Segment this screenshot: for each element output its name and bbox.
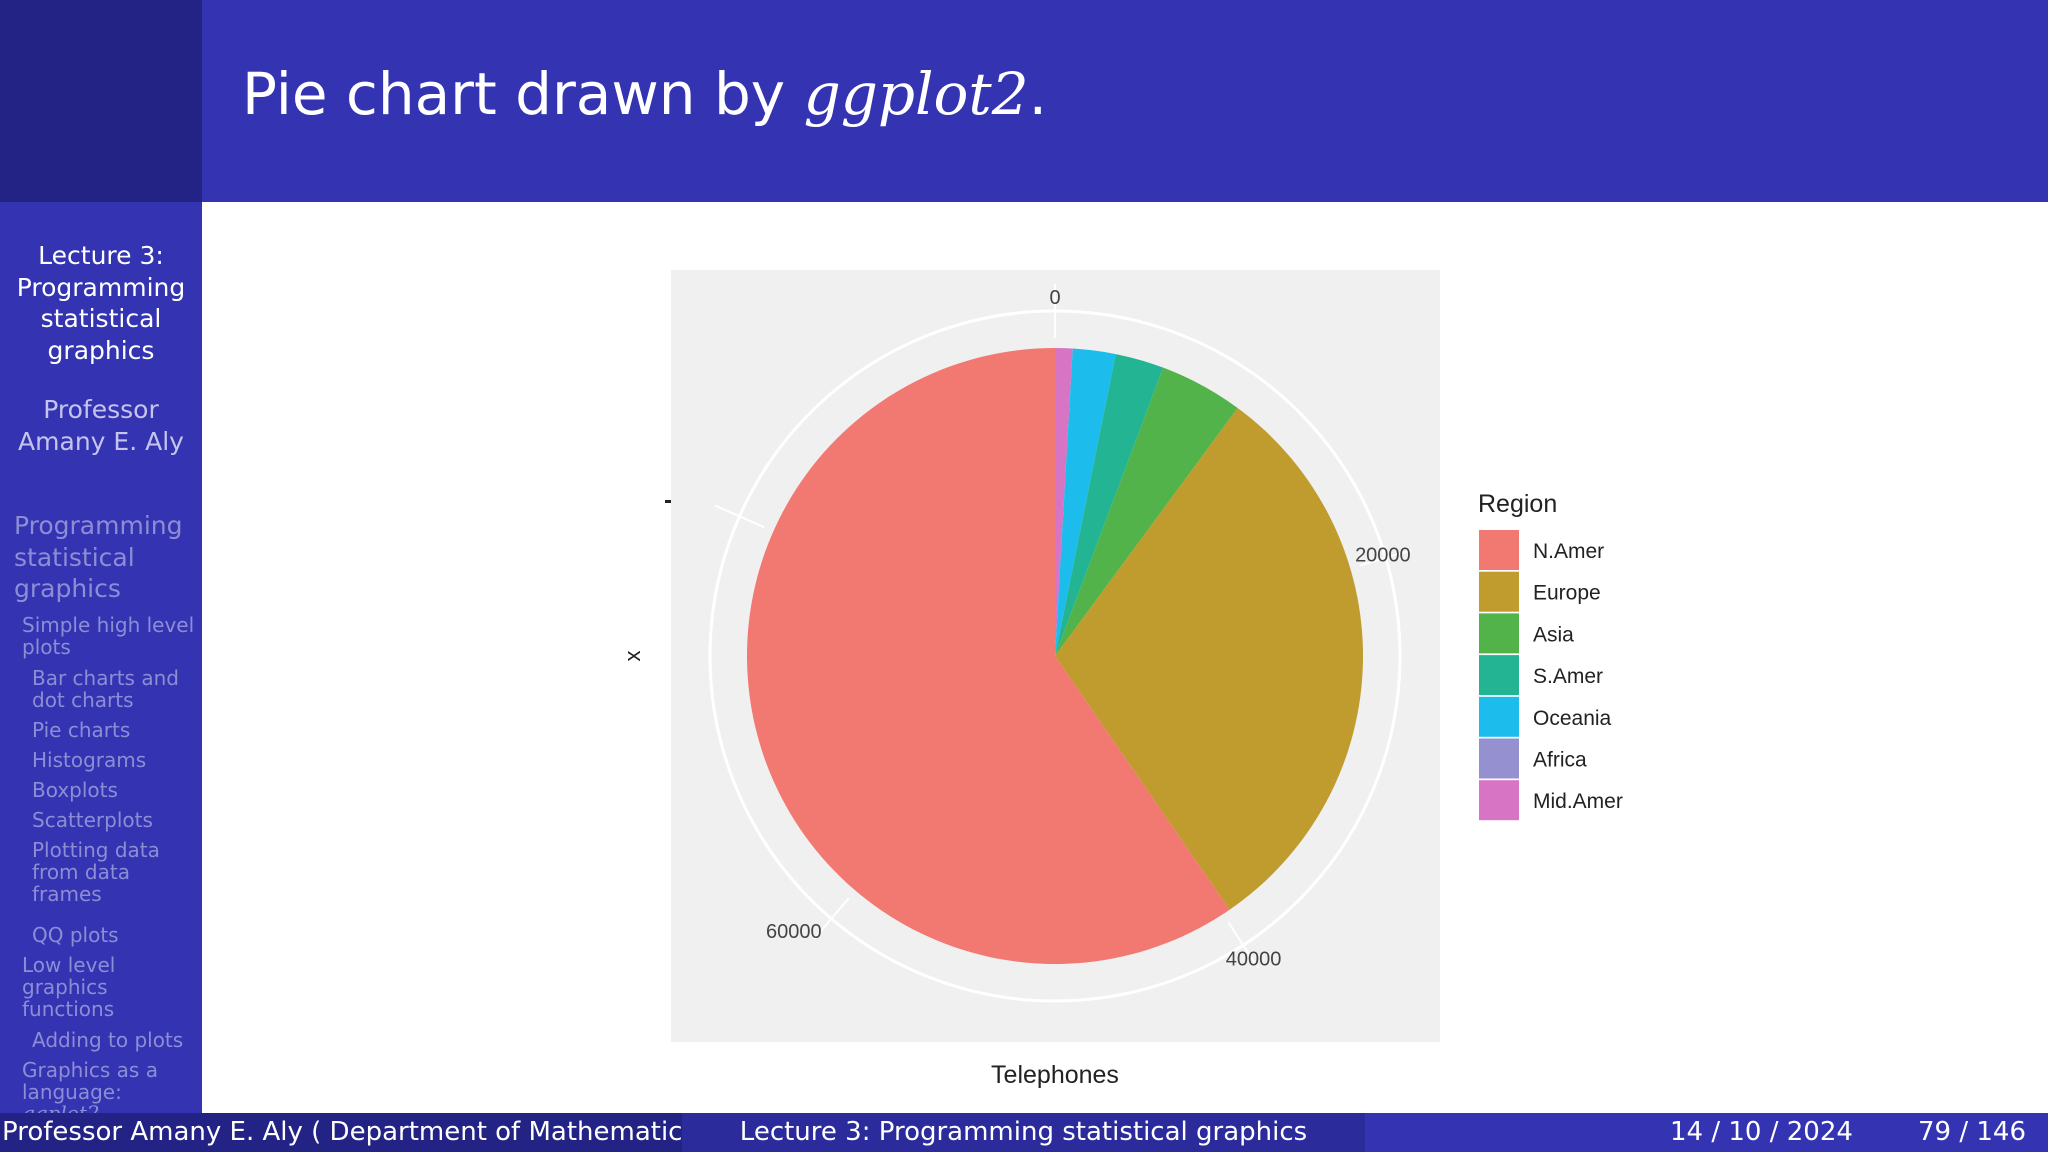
toc-item-low-level-graphics[interactable]: Low level graphics functions [22,953,116,1021]
pie-chart: 0 20000 40000 60000 Telephones x Region N.A… [620,270,1623,1089]
legend-label: N.Amer [1533,540,1604,563]
legend-key-s-amer [1479,655,1519,696]
slide-title-suffix: . [1028,60,1048,128]
axis-tick-mark [665,500,671,503]
toc-item-simple-high-level-plots[interactable]: Simple high level plots [22,613,195,659]
legend-title: Region [1478,490,1557,518]
y-axis-label: x [620,651,645,662]
grid-spoke [1359,549,1412,567]
sidebar: Lecture 3: Programming statistical graph… [0,0,202,1113]
toc-item-graphics-as-language[interactable]: Graphics as a language: [22,1058,158,1104]
slide-title-math: ggplot2 [803,60,1029,128]
slide-header: Pie chart drawn by ggplot2. [202,0,2048,202]
grid-spoke [714,504,765,529]
pie-slice-s-amer [1055,354,1164,656]
x-axis-label: Telephones [991,1061,1119,1089]
pie-slice-asia [1055,367,1238,656]
grid-spoke [1227,921,1259,969]
toc-item-histograms[interactable]: Histograms [32,748,147,772]
pie-slice-oceania [1055,348,1116,656]
radial-tick-label: 60000 [766,921,822,943]
legend-key-oceania [1479,696,1519,737]
legend-label: Oceania [1533,707,1612,730]
footer: Professor Amany E. Aly ( Department of M… [0,1113,2048,1152]
legend: N.Amer Europe Asia S.Amer Oceania Africa Mid.A… [1479,530,1623,821]
legend-label: Europe [1533,582,1601,605]
toc-item-programming-statistical-graphics[interactable]: Programming statistical graphics [14,511,183,603]
sidebar-lecture-title[interactable]: Lecture 3: Programming statistical graph… [16,241,186,365]
pie-slices [747,348,1363,964]
toc-item-qq-plots[interactable]: QQ plots [32,923,119,947]
toc-item-boxplots[interactable]: Boxplots [32,778,118,802]
toc-item-bar-charts[interactable]: Bar charts and dot charts [32,666,179,712]
pie-slice-n-amer [747,348,1230,964]
footer-author: Professor Amany E. Aly ( Department of M… [2,1117,682,1147]
toc-item-plotting-data-frames[interactable]: Plotting data from data frames [32,838,160,906]
pie-slice-mid-amer [1055,348,1073,656]
legend-label: Mid.Amer [1533,790,1623,813]
legend-key-asia [1479,613,1519,654]
radial-grid [708,284,1412,1003]
footer-lecture: Lecture 3: Programming statistical graph… [682,1113,1365,1152]
sidebar-author[interactable]: Professor Amany E. Aly [18,395,184,456]
footer-info: 14 / 10 / 2024 79 / 146 [1365,1113,2048,1152]
radial-tick-label: 20000 [1355,545,1411,567]
legend-label: Asia [1533,623,1574,646]
radial-tick-label: 40000 [1226,949,1282,971]
footer-date: 14 / 10 / 2024 [1670,1117,1853,1147]
legend-key-mid-amer [1479,780,1519,821]
grid-spoke [813,897,850,940]
toc-item-adding-to-plots[interactable]: Adding to plots [32,1028,184,1052]
pie-slice-europe [1055,407,1363,910]
legend-label: S.Amer [1533,665,1603,688]
radial-tick-labels: 0 20000 40000 60000 [766,287,1411,971]
legend-key-europe [1479,571,1519,612]
legend-key-africa [1479,738,1519,779]
legend-label: Africa [1533,749,1587,772]
legend-key-n-amer [1479,530,1519,570]
slide-title: Pie chart drawn by ggplot2. [242,58,1047,130]
toc-item-ggplot2[interactable]: ggplot2 [22,1101,100,1113]
toc-item-pie-charts[interactable]: Pie charts [32,718,131,742]
slide-title-text: Pie chart drawn by [242,60,804,128]
radial-tick-label: 0 [1049,287,1060,309]
sidebar-logo-area [0,0,202,202]
toc-item-scatterplots[interactable]: Scatterplots [32,808,153,832]
footer-page-number[interactable]: 79 / 146 [1918,1117,2026,1147]
footer-author-box: Professor Amany E. Aly ( Department of M… [0,1113,682,1152]
